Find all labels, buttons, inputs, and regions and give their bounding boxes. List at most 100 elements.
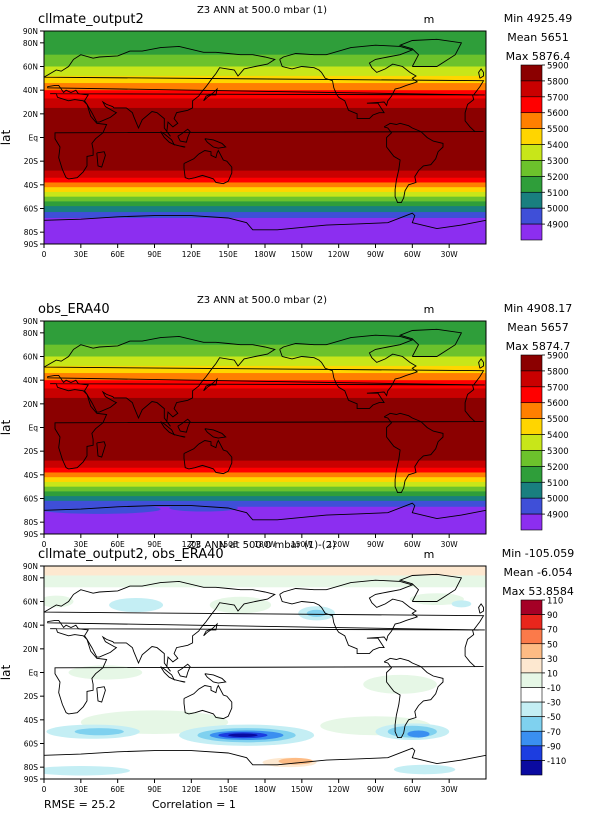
coastline-3	[279, 44, 419, 120]
legend-label: 5000	[547, 495, 569, 505]
x-tick-label: 60W	[404, 250, 422, 259]
legend-label: 30	[547, 655, 558, 665]
x-tick-label: 60E	[111, 785, 126, 794]
stat-max: Max 5874.7	[506, 340, 571, 353]
coastline-9	[177, 128, 191, 143]
panel-name: obs_ERA40	[38, 302, 110, 317]
contour-region-0	[44, 595, 74, 608]
panel-title: Z3 ANN at 500.0 mbar (1)-(2)	[188, 540, 336, 551]
legend-swatch-3	[520, 402, 543, 419]
legend-swatch-3	[520, 643, 543, 659]
y-tick-label: 80S	[24, 518, 39, 527]
y-tick-label: 90S	[24, 775, 39, 784]
legend-swatch-10	[520, 745, 543, 761]
coastline-9	[177, 663, 191, 678]
contour-region-6	[451, 600, 472, 608]
coastline-1	[50, 93, 485, 180]
coastline-7	[203, 87, 218, 102]
y-tick-label: Eq	[29, 424, 39, 433]
coastline-9	[177, 418, 191, 433]
y-tick-label: 90N	[23, 27, 38, 36]
x-tick-label: 30W	[441, 250, 459, 259]
legend-swatch-0	[520, 64, 543, 82]
x-tick-label: 150W	[291, 250, 313, 259]
y-tick-label: 80S	[24, 228, 39, 237]
coastline-5	[398, 38, 463, 67]
stat-min: Min 4908.17	[504, 302, 573, 315]
legend-swatch-6	[520, 450, 543, 467]
contour-band-16	[44, 212, 486, 219]
legend-swatch-11	[520, 760, 543, 776]
contour-band-4	[44, 373, 486, 381]
coastline-12	[478, 358, 484, 369]
y-tick-label: 60N	[23, 598, 38, 607]
contour-band-9	[44, 467, 486, 474]
y-tick-label: 40N	[23, 86, 38, 95]
coastline-5	[398, 573, 463, 602]
x-tick-label: 0	[42, 785, 47, 794]
legend-swatch-2	[520, 96, 543, 114]
legend-swatch-8	[520, 716, 543, 732]
x-tick-label: 180W	[254, 540, 276, 549]
contour-region-4	[306, 609, 327, 617]
rmse-label: RMSE = 25.2	[44, 798, 116, 811]
coastline-4	[383, 412, 444, 494]
y-tick-label: 20S	[24, 692, 39, 701]
legend-label: 5000	[547, 205, 569, 215]
legend-label: 5500	[547, 415, 569, 425]
coastline-11	[204, 138, 227, 149]
legend-label: 5500	[547, 125, 569, 135]
contour-band-16	[44, 500, 486, 508]
contour-region-17	[228, 733, 258, 737]
contour-band-1	[44, 575, 486, 588]
stat-mean: Mean 5657	[507, 321, 568, 334]
legend-label: 5400	[547, 431, 569, 441]
coastline-2	[183, 149, 233, 185]
legend-label: 5700	[547, 383, 569, 393]
y-tick-label: 80N	[23, 574, 38, 583]
legend-label: 5700	[547, 93, 569, 103]
legend-label: 5200	[547, 463, 569, 473]
coastline-6	[44, 747, 486, 766]
x-tick-label: 30W	[441, 785, 459, 794]
contour-band-11	[44, 477, 486, 483]
y-tick-label: 20S	[24, 447, 39, 456]
y-tick-label: 90S	[24, 530, 39, 539]
contour-region-5	[409, 593, 464, 606]
legend-label: 5400	[547, 141, 569, 151]
contour-band-13	[44, 196, 486, 202]
x-tick-label: 30E	[74, 250, 89, 259]
contour-region-2	[209, 596, 272, 614]
coastline-11	[204, 673, 227, 684]
y-tick-label: 60N	[23, 63, 38, 72]
legend-label: 5800	[547, 77, 569, 87]
coastline-3	[279, 334, 419, 410]
x-tick-label: 90E	[147, 540, 162, 549]
legend-label: 110	[547, 597, 563, 607]
contour-band-3	[44, 365, 486, 374]
contour-band-12	[44, 481, 486, 488]
x-tick-label: 60E	[111, 250, 126, 259]
panel-title: Z3 ANN at 500.0 mbar (2)	[197, 295, 327, 306]
units-label: m	[424, 13, 435, 26]
legend-label: 5300	[547, 447, 569, 457]
legend-label: 5100	[547, 479, 569, 489]
contour-band-11	[44, 187, 486, 193]
x-tick-label: 30E	[74, 540, 89, 549]
x-tick-label: 180W	[254, 250, 276, 259]
legend-swatch-4	[520, 418, 543, 435]
coastline-7	[203, 622, 218, 637]
y-axis-label: lat	[0, 665, 13, 681]
y-tick-label: 80N	[23, 39, 38, 48]
contour-band-12	[44, 191, 486, 198]
legend-label: -70	[547, 728, 561, 738]
contour-band-6	[44, 98, 486, 109]
y-axis-label: lat	[0, 130, 13, 146]
x-tick-label: 60W	[404, 785, 422, 794]
x-tick-label: 30W	[441, 540, 459, 549]
contour-region-7	[68, 665, 143, 680]
y-tick-label: 90N	[23, 317, 38, 326]
contour-region-12	[74, 728, 124, 736]
x-tick-label: 90W	[367, 785, 385, 794]
coastline-5	[398, 328, 463, 357]
